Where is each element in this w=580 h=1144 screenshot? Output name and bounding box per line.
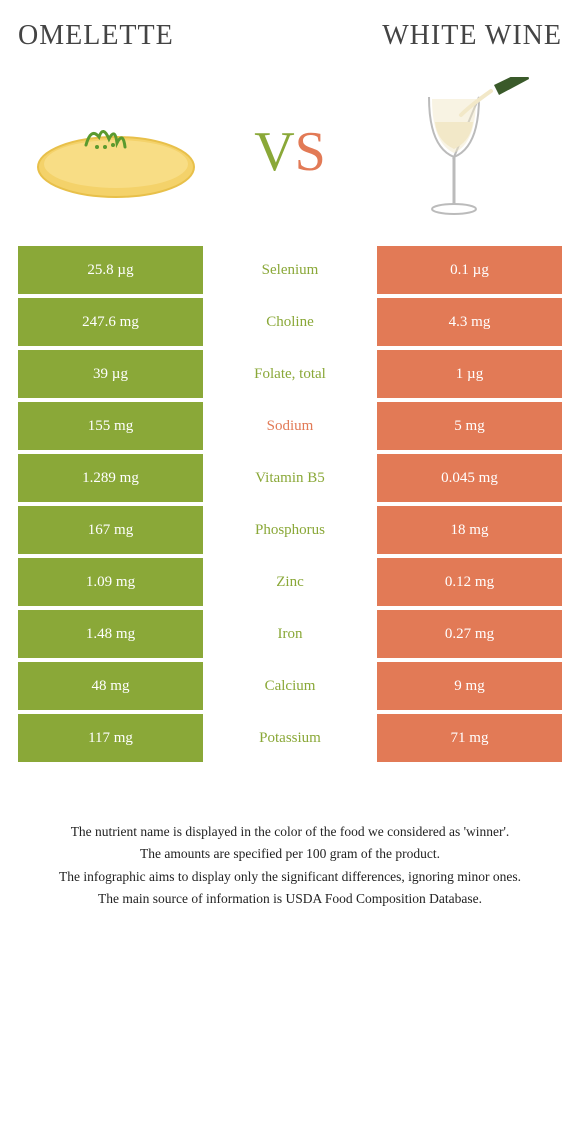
nutrient-label: Phosphorus [207, 506, 373, 554]
table-row: 1.289 mgVitamin B50.045 mg [18, 454, 562, 502]
vs-s: S [295, 120, 326, 184]
vs-label: VS [254, 120, 326, 184]
footer-line-3: The infographic aims to display only the… [28, 867, 552, 887]
left-value: 25.8 µg [18, 246, 203, 294]
nutrient-label: Calcium [207, 662, 373, 710]
footer-line-1: The nutrient name is displayed in the co… [28, 822, 552, 842]
left-value: 39 µg [18, 350, 203, 398]
nutrient-label: Folate, total [207, 350, 373, 398]
images-row: VS [18, 72, 562, 246]
omelette-icon [31, 97, 201, 207]
footer-line-4: The main source of information is USDA F… [28, 889, 552, 909]
right-value: 0.12 mg [377, 558, 562, 606]
vs-v: V [254, 120, 294, 184]
right-value: 71 mg [377, 714, 562, 762]
table-row: 155 mgSodium5 mg [18, 402, 562, 450]
right-food-title: White wine [382, 20, 562, 52]
left-value: 48 mg [18, 662, 203, 710]
right-value: 0.1 µg [377, 246, 562, 294]
left-value: 247.6 mg [18, 298, 203, 346]
left-value: 117 mg [18, 714, 203, 762]
nutrient-label: Selenium [207, 246, 373, 294]
table-row: 1.09 mgZinc0.12 mg [18, 558, 562, 606]
table-row: 48 mgCalcium9 mg [18, 662, 562, 710]
right-value: 18 mg [377, 506, 562, 554]
right-value: 9 mg [377, 662, 562, 710]
table-row: 39 µgFolate, total1 µg [18, 350, 562, 398]
comparison-table: 25.8 µgSelenium0.1 µg247.6 mgCholine4.3 … [18, 246, 562, 762]
table-row: 167 mgPhosphorus18 mg [18, 506, 562, 554]
left-value: 1.289 mg [18, 454, 203, 502]
left-food-title: Omelette [18, 20, 174, 52]
nutrient-label: Vitamin B5 [207, 454, 373, 502]
nutrient-label: Sodium [207, 402, 373, 450]
table-row: 117 mgPotassium71 mg [18, 714, 562, 762]
right-value: 0.27 mg [377, 610, 562, 658]
header: Omelette White wine [18, 20, 562, 52]
table-row: 25.8 µgSelenium0.1 µg [18, 246, 562, 294]
right-value: 5 mg [377, 402, 562, 450]
nutrient-label: Potassium [207, 714, 373, 762]
left-value: 1.09 mg [18, 558, 203, 606]
table-row: 247.6 mgCholine4.3 mg [18, 298, 562, 346]
nutrient-label: Choline [207, 298, 373, 346]
omelette-image [26, 82, 206, 222]
nutrient-label: Iron [207, 610, 373, 658]
nutrient-label: Zinc [207, 558, 373, 606]
right-value: 0.045 mg [377, 454, 562, 502]
wine-glass-icon [399, 77, 529, 227]
left-value: 167 mg [18, 506, 203, 554]
left-value: 1.48 mg [18, 610, 203, 658]
footer-line-2: The amounts are specified per 100 gram o… [28, 844, 552, 864]
table-row: 1.48 mgIron0.27 mg [18, 610, 562, 658]
left-value: 155 mg [18, 402, 203, 450]
right-value: 1 µg [377, 350, 562, 398]
wine-image [374, 82, 554, 222]
footer: The nutrient name is displayed in the co… [18, 822, 562, 909]
infographic-container: Omelette White wine VS [0, 0, 580, 931]
right-value: 4.3 mg [377, 298, 562, 346]
